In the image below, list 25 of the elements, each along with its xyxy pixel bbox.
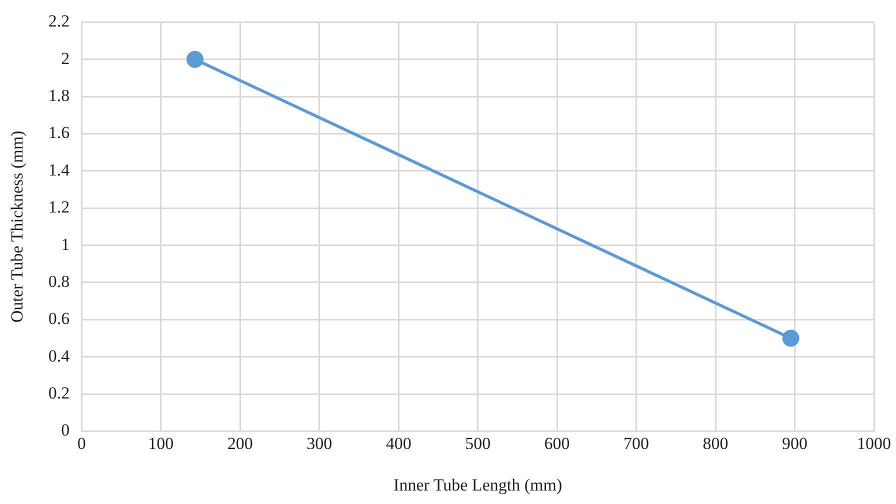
y-tick-label: 0.2: [48, 383, 70, 402]
x-tick-label: 100: [148, 434, 174, 453]
y-axis-title: Outer Tube Thickness (mm): [8, 130, 27, 323]
x-tick-label: 700: [624, 434, 650, 453]
y-tick-label: 0.8: [48, 272, 70, 291]
y-tick-label: 1: [61, 234, 70, 254]
y-tick-label: 2: [61, 48, 70, 68]
y-tick-label: 0: [61, 420, 70, 440]
y-tick-label: 1.8: [48, 86, 70, 106]
y-tick-label: 1.2: [48, 198, 70, 217]
y-tick-label: 2.2: [48, 12, 70, 31]
x-tick-label: 200: [227, 434, 253, 453]
y-tick-label: 0.4: [48, 346, 70, 366]
x-tick-label: 500: [465, 434, 491, 453]
x-tick-label: 0: [77, 434, 86, 453]
x-axis-title: Inner Tube Length (mm): [394, 475, 562, 494]
x-tick-label: 300: [306, 434, 332, 453]
x-tick-label: 600: [544, 434, 570, 453]
y-tick-label: 1.6: [48, 123, 70, 142]
x-tick-label: 1000: [857, 434, 891, 453]
y-tick-label: 0.6: [48, 309, 70, 328]
x-tick-label: 900: [782, 434, 808, 453]
x-tick-label: 400: [386, 434, 412, 453]
y-tick-label: 1.4: [48, 160, 70, 180]
x-tick-label: 800: [702, 434, 728, 453]
